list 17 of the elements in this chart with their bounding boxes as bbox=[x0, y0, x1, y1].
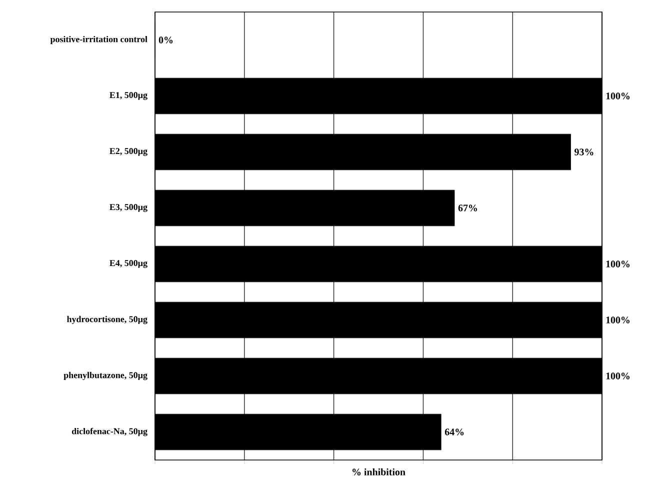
data-label: 67% bbox=[458, 204, 478, 212]
data-label: 64% bbox=[444, 428, 464, 436]
data-label: 100% bbox=[606, 316, 630, 324]
y-tick-label: E3, 500µg bbox=[110, 204, 148, 212]
x-axis-title: % inhibition bbox=[352, 468, 406, 476]
y-tick-label: hydrocortisone, 50µg bbox=[66, 316, 148, 324]
y-tick-label: phenylbutazone, 50µg bbox=[64, 372, 148, 380]
y-tick-label: E2, 500µg bbox=[110, 148, 148, 156]
y-tick-label: E1, 500µg bbox=[110, 92, 148, 100]
data-label: 0% bbox=[158, 36, 173, 44]
y-tick-label: diclofenac-Na, 50µg bbox=[72, 428, 148, 436]
data-label: 93% bbox=[574, 148, 594, 156]
data-label: 100% bbox=[606, 260, 630, 268]
y-tick-label: E4, 500µg bbox=[110, 260, 148, 268]
y-tick-label: positive-irritation control bbox=[50, 36, 148, 44]
data-label: 100% bbox=[606, 92, 630, 100]
data-label: 100% bbox=[606, 372, 630, 380]
